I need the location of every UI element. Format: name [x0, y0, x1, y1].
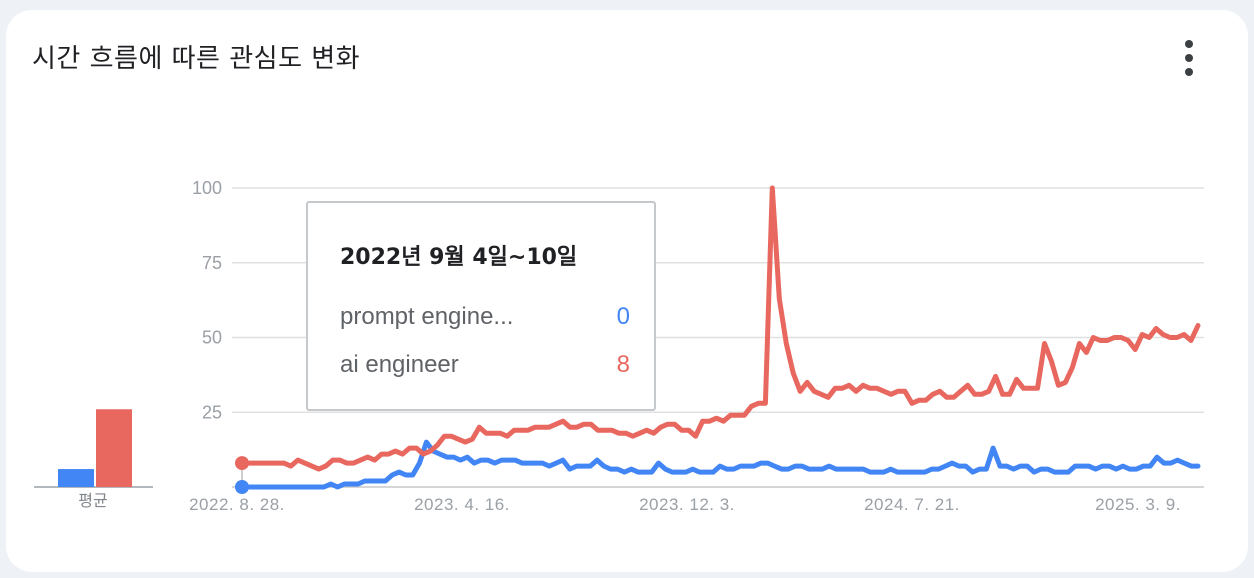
tooltip-series-value: 0 — [616, 303, 630, 330]
tooltip-row-prompt: prompt engine... 0 — [340, 303, 630, 331]
x-tick-label: 2022. 8. 28. — [189, 495, 285, 514]
y-tick-label: 50 — [202, 328, 222, 348]
data-tooltip: 2022년 9월 4일~10일 prompt engine... 0 ai en… — [306, 201, 656, 411]
y-tick-label: 100 — [192, 178, 222, 198]
series-line — [239, 439, 1201, 490]
x-tick-label: 2024. 7. 21. — [864, 495, 960, 514]
x-tick-label: 2023. 12. 3. — [639, 495, 735, 514]
tooltip-series-label: prompt engine... — [340, 303, 514, 330]
menu-dot — [1185, 68, 1193, 76]
average-bar — [58, 469, 94, 487]
more-options-icon[interactable] — [1172, 36, 1206, 80]
y-tick-label: 75 — [202, 253, 222, 273]
series-line — [239, 185, 1201, 472]
chart-title: 시간 흐름에 따른 관심도 변화 — [32, 44, 361, 74]
tooltip-row-ai: ai engineer 8 — [340, 351, 630, 379]
x-tick-label: 2025. 3. 9. — [1095, 495, 1181, 514]
hover-point — [235, 456, 249, 471]
x-axis-ticks: 2022. 8. 28. 2023. 4. 16. 2023. 12. 3. 2024… — [189, 495, 1181, 514]
hover-markers — [235, 456, 249, 494]
tooltip-series-value: 8 — [616, 351, 630, 378]
series-lines — [239, 185, 1201, 490]
y-axis-ticks: 100 75 50 25 — [192, 178, 222, 422]
x-tick-label: 2023. 4. 16. — [414, 495, 510, 514]
menu-dot — [1185, 40, 1193, 48]
y-tick-label: 25 — [202, 402, 222, 422]
average-label: 평균 — [78, 491, 107, 510]
average-bars: 평균 — [34, 409, 153, 510]
hover-point — [235, 480, 249, 494]
menu-dot — [1185, 54, 1193, 62]
average-bar — [96, 409, 132, 487]
tooltip-series-label: ai engineer — [340, 351, 459, 378]
tooltip-date: 2022년 9월 4일~10일 — [340, 245, 578, 270]
